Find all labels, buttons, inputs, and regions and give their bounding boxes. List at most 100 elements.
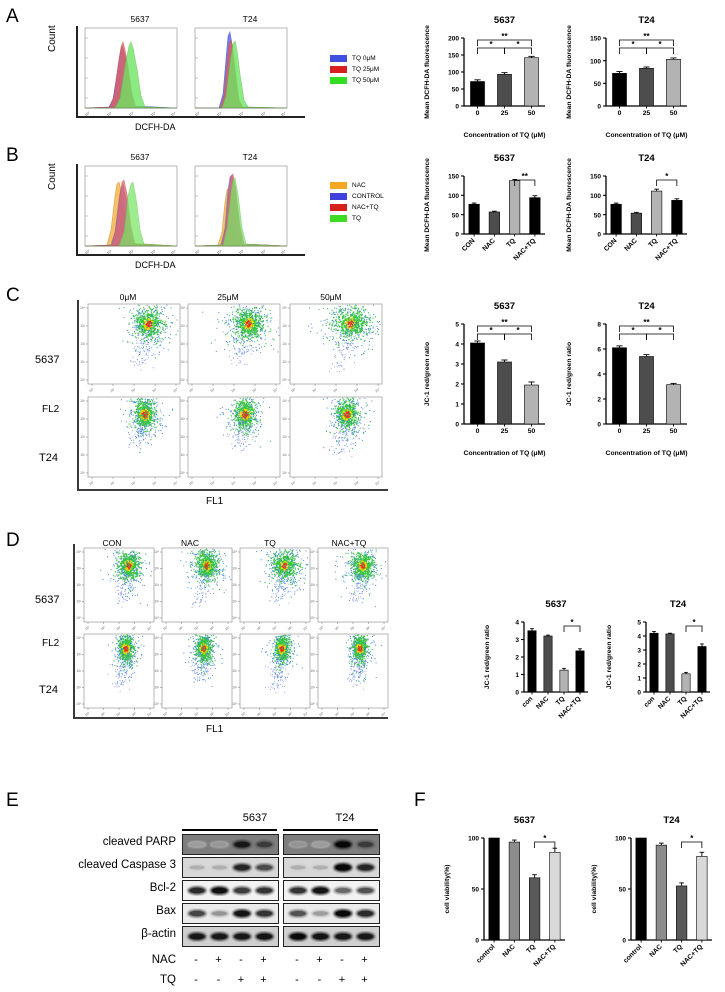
blot-group-label-5637: 5637 xyxy=(205,812,305,824)
y-axis-label: cell viability(%) xyxy=(591,864,598,913)
bar xyxy=(676,886,687,940)
legend-item: NAC+TQ xyxy=(330,204,384,211)
x-tick-label: 25 xyxy=(643,428,651,435)
flow-row-title-5637: 5637 xyxy=(35,354,59,366)
panel-a-flow-charts: 5637 T24 Count DCFH-DA 10⁰ 10¹ 10² 10³ 1… xyxy=(55,14,320,136)
y-tick-label: 4 xyxy=(637,634,641,641)
blot-membrane xyxy=(182,880,279,901)
flow-title-t24: T24 xyxy=(205,152,295,162)
svg-text:10³: 10³ xyxy=(282,324,287,328)
blot-membrane xyxy=(182,857,279,878)
significance-annotation: ** xyxy=(478,318,532,332)
x-tick-label: NAC xyxy=(481,237,496,252)
legend-label: TQ 0μM xyxy=(352,55,376,62)
svg-text:10⁴: 10⁴ xyxy=(172,480,179,487)
svg-text:10²: 10² xyxy=(130,480,136,486)
svg-text:10¹: 10¹ xyxy=(209,387,215,393)
blot-bands xyxy=(284,927,379,946)
y-axis-label: JC-1 red/green ratio xyxy=(566,342,573,406)
svg-text:10⁴: 10⁴ xyxy=(172,387,179,394)
blot-protein-label: β-actin xyxy=(40,928,176,940)
svg-text:10²: 10² xyxy=(332,387,338,393)
treatment-value: - xyxy=(334,954,350,966)
x-tick-label: NAC xyxy=(535,695,550,710)
legend-item: TQ 50μM xyxy=(330,77,379,84)
y-tick-label: 100 xyxy=(448,193,459,200)
legend-swatch xyxy=(330,182,347,189)
x-axis-label: Concentration of TQ (μM) xyxy=(464,450,546,457)
blot-membrane xyxy=(283,903,380,924)
treatment-label: NAC xyxy=(40,954,176,966)
cytogram-frame xyxy=(240,634,310,708)
cytogram-frame xyxy=(88,397,180,477)
blot-row: Bcl-2 xyxy=(40,880,385,900)
y-tick-label: 3 xyxy=(455,362,459,369)
svg-text:10⁴: 10⁴ xyxy=(80,399,86,403)
panel-d-scatter-svg: 10⁰10⁰10¹10¹10²10²10³10³10⁴10⁴10⁰10⁰10¹1… xyxy=(48,538,398,738)
x-tick-label: 0 xyxy=(618,110,622,117)
flow-col-title-tq: TQ xyxy=(238,538,302,548)
bar xyxy=(470,343,484,424)
legend-label: TQ 25μM xyxy=(352,66,379,73)
panel-letter-b: B xyxy=(6,145,19,167)
x-tick-label: NAC+TQ xyxy=(679,943,704,968)
y-tick-label: 50 xyxy=(472,887,480,894)
bar xyxy=(497,74,511,106)
y-tick-label: 100 xyxy=(590,193,601,200)
x-tick-label: TQ xyxy=(505,237,517,249)
chart-title: T24 xyxy=(638,153,655,164)
significance-annotation: * xyxy=(564,618,580,632)
significance-annotation: * xyxy=(620,40,647,54)
y-tick-label: 0 xyxy=(637,690,641,697)
bar xyxy=(524,58,538,106)
y-tick-label: 2 xyxy=(637,662,641,669)
panel-c-scatter-svg: 10⁰10⁰10¹10¹10²10²10³10³10⁴10⁴10⁰10⁰10¹1… xyxy=(48,292,398,512)
svg-text:10¹: 10¹ xyxy=(209,480,215,486)
blot-bands xyxy=(183,858,278,877)
significance-annotation: * xyxy=(535,834,555,848)
svg-text:10⁴: 10⁴ xyxy=(272,387,279,394)
x-tick-label: con xyxy=(643,695,657,709)
panel-b-histogram-svg: 10⁰ 10¹ 10² 10³ 10⁴ 10⁰ 10¹ 10² 10³ 10⁴ xyxy=(55,152,320,274)
x-tick-label: 0 xyxy=(618,428,622,435)
y-tick-label: 0 xyxy=(455,104,459,111)
blot-row: Bax xyxy=(40,903,385,923)
chart-title: 5637 xyxy=(545,599,566,610)
bar xyxy=(550,852,561,940)
significance-annotation: * xyxy=(478,326,505,340)
legend-label: NAC xyxy=(352,182,366,189)
treatment-value: - xyxy=(312,974,328,986)
bar xyxy=(470,82,484,106)
blot-bands xyxy=(183,904,278,923)
blot-row: cleaved Caspase 3 xyxy=(40,857,385,877)
blot-row: cleaved PARP xyxy=(40,834,385,854)
significance-annotation: * xyxy=(647,326,674,340)
svg-text:10¹: 10¹ xyxy=(180,360,185,364)
x-tick-label: NAC xyxy=(648,943,663,958)
svg-text:10¹: 10¹ xyxy=(80,453,85,457)
svg-text:10⁰: 10⁰ xyxy=(282,378,288,382)
bar xyxy=(469,204,480,234)
bar xyxy=(639,68,653,106)
flow-row-title-t24: T24 xyxy=(39,684,58,696)
legend-swatch xyxy=(330,77,347,84)
x-tick-label: CON xyxy=(461,237,477,253)
flow-xlabel-fl1: FL1 xyxy=(206,724,223,735)
cytogram-frame xyxy=(188,397,280,477)
y-tick-label: 0 xyxy=(597,232,601,239)
svg-text:10³: 10³ xyxy=(180,324,185,328)
svg-text:10¹: 10¹ xyxy=(80,360,85,364)
flow-row-title-5637: 5637 xyxy=(35,594,59,606)
y-tick-label: 2 xyxy=(515,655,519,662)
treatment-value: + xyxy=(256,974,272,986)
y-tick-label: 4 xyxy=(455,342,459,349)
panel-a-histogram-svg: 10⁰ 10¹ 10² 10³ 10⁴ 10⁰ 10¹ 10² 10³ 10⁴ xyxy=(55,14,320,136)
significance-annotation: * xyxy=(682,834,702,848)
